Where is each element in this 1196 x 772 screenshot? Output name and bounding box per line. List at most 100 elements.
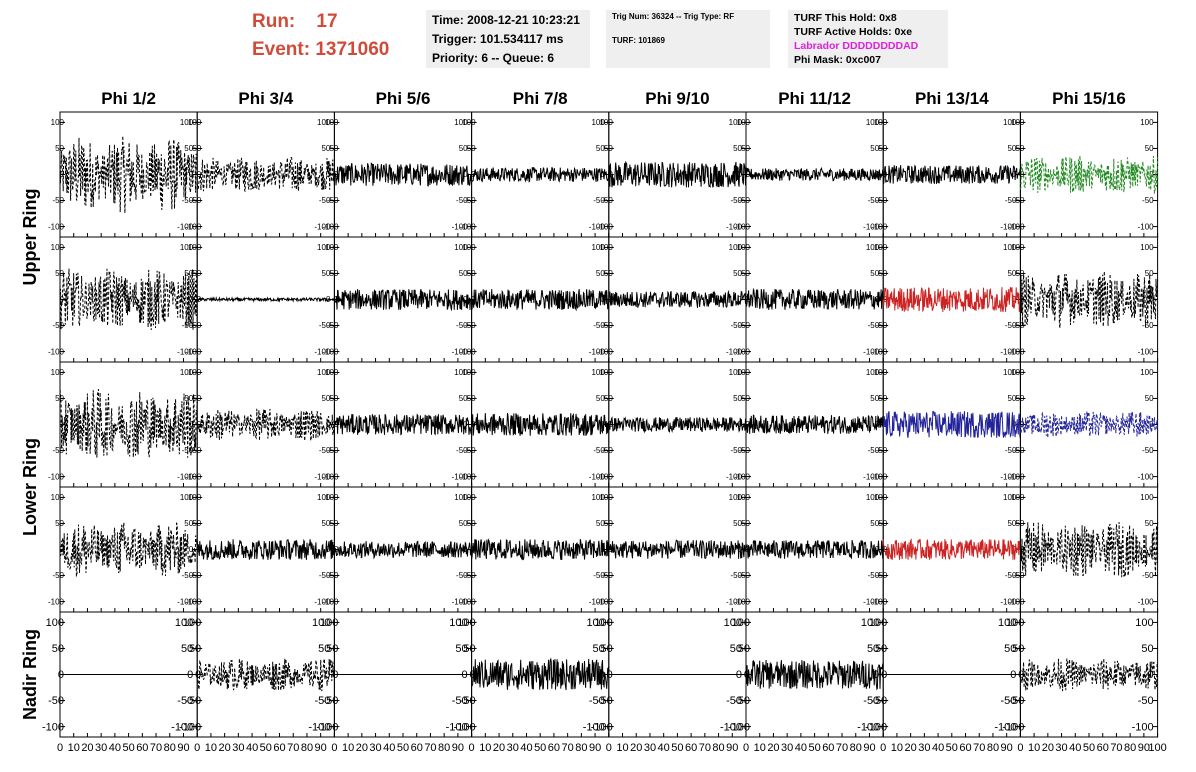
y-tick-label: -100: [720, 721, 742, 733]
row-label: Nadir Ring: [20, 629, 40, 720]
y-tick-label: -100: [591, 721, 613, 733]
y-tick-label: 0: [332, 669, 338, 681]
y-tick-label: 0: [334, 545, 339, 554]
y-tick-label: 100: [866, 118, 880, 127]
x-tick-label: 50: [534, 742, 546, 754]
y-tick-label: -100: [322, 347, 339, 356]
y-tick-label: -100: [734, 222, 751, 231]
y-tick-label: 100: [874, 368, 888, 377]
y-tick-label: 0: [469, 669, 475, 681]
y-tick-label: -100: [1138, 597, 1155, 606]
event-value: 1371060: [315, 39, 390, 60]
x-tick-label: 30: [644, 742, 656, 754]
y-tick-label: 0: [324, 669, 330, 681]
y-tick-label: -100: [177, 222, 194, 231]
y-tick-label: 100: [1006, 617, 1024, 629]
x-tick-label: 20: [630, 742, 642, 754]
y-tick-label: -100: [871, 347, 888, 356]
x-tick-label: 90: [315, 742, 327, 754]
y-tick-label: -100: [48, 597, 65, 606]
y-tick-label: 100: [317, 118, 331, 127]
y-tick-label: -100: [185, 597, 202, 606]
y-tick-label: -100: [589, 597, 606, 606]
y-tick-label: 50: [55, 519, 64, 528]
x-tick-label: 0: [57, 742, 63, 754]
y-tick-label: -50: [1142, 571, 1154, 580]
y-tick-label: -50: [322, 695, 338, 707]
y-tick-label: 50: [467, 144, 476, 153]
y-tick-label: -100: [460, 347, 477, 356]
y-tick-label: -50: [319, 321, 331, 330]
x-tick-label: 20: [356, 742, 368, 754]
y-tick-label: 100: [737, 243, 751, 252]
y-tick-label: 100: [1003, 368, 1017, 377]
y-tick-label: -100: [322, 597, 339, 606]
y-tick-label: -50: [730, 446, 742, 455]
y-tick-label: 0: [746, 170, 751, 179]
y-tick-label: -50: [730, 196, 742, 205]
trigger-info-box: Trig Num: 36324 -- Trig Type: RF TURF: 1…: [606, 10, 770, 68]
y-tick-label: -100: [1008, 597, 1025, 606]
x-tick-label: 30: [95, 742, 107, 754]
y-tick-label: -50: [876, 196, 888, 205]
phi-mask-text: Phi Mask: 0xc007: [794, 54, 881, 66]
x-tick-label: 60: [136, 742, 148, 754]
y-tick-label: 50: [878, 269, 887, 278]
x-tick-label: 40: [246, 742, 258, 754]
y-tick-label: 0: [326, 170, 331, 179]
y-tick-label: -50: [1138, 695, 1154, 707]
y-tick-label: -50: [876, 321, 888, 330]
y-tick-label: -100: [589, 472, 606, 481]
waveform-trace: [745, 287, 884, 310]
x-tick-label: 40: [932, 742, 944, 754]
y-tick-label: 100: [462, 493, 476, 502]
panel-frame: [1019, 486, 1159, 613]
y-tick-label: 50: [596, 269, 605, 278]
waveform-trace: [333, 289, 473, 312]
y-tick-label: 100: [325, 243, 339, 252]
y-tick-label: 100: [737, 118, 751, 127]
y-tick-label: -100: [1138, 347, 1155, 356]
y-tick-label: -50: [456, 446, 468, 455]
y-tick-label: 50: [455, 643, 467, 655]
y-tick-label: -50: [593, 321, 605, 330]
y-tick-label: -50: [601, 196, 613, 205]
waveform-trace: [196, 296, 335, 303]
x-tick-label: 0: [194, 742, 200, 754]
x-tick-label: 60: [685, 742, 697, 754]
y-tick-label: -100: [597, 472, 614, 481]
y-tick-label: 50: [870, 144, 879, 153]
y-tick-label: -100: [1138, 222, 1155, 231]
y-tick-label: 100: [325, 493, 339, 502]
y-tick-label: -50: [185, 695, 201, 707]
x-tick-label: 50: [808, 742, 820, 754]
y-tick-label: -50: [601, 446, 613, 455]
x-tick-label: 80: [712, 742, 724, 754]
waveform-trace: [333, 162, 473, 187]
x-tick-label: 20: [1042, 742, 1054, 754]
column-header: Phi 13/14: [915, 89, 989, 108]
time-info-box: Time: 2008-12-21 10:23:21 Trigger: 101.5…: [426, 10, 590, 68]
waveform-trace: [1019, 271, 1159, 328]
y-tick-label: -100: [460, 597, 477, 606]
y-tick-label: 100: [325, 118, 339, 127]
x-tick-label: 80: [850, 742, 862, 754]
run-line: Run: 17: [252, 8, 389, 36]
waveform-trace: [471, 289, 610, 312]
y-tick-label: 100: [594, 617, 612, 629]
x-tick-label: 60: [548, 742, 560, 754]
y-tick-label: 50: [870, 394, 879, 403]
waveform-trace: [59, 268, 198, 330]
y-tick-label: -100: [1132, 721, 1154, 733]
y-tick-label: 50: [1145, 394, 1154, 403]
